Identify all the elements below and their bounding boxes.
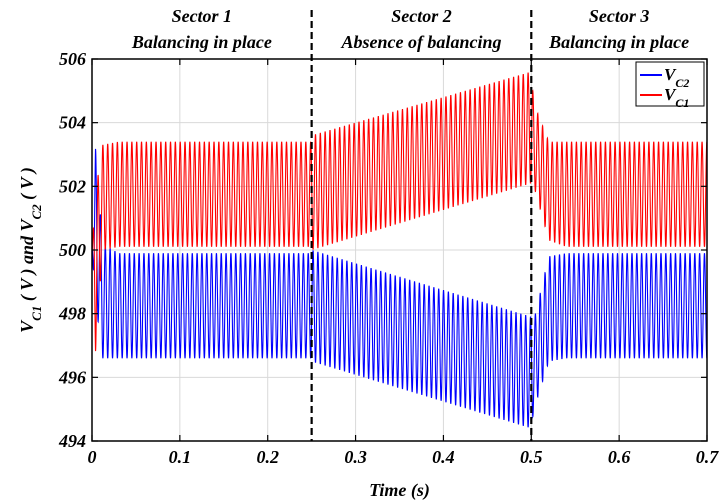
y-axis-title-subscript: C2	[29, 204, 44, 220]
y-axis-title-part: ( V ) and V	[17, 217, 38, 305]
ticks: 0 0.1 0.2 0.3 0.4 0.5 0.6 0.7 494 496 498 500 502 504…	[58, 49, 719, 467]
x-tick-label: 0.7	[696, 447, 720, 467]
y-tick-label: 506	[59, 49, 86, 69]
sector-subtitle: Absence of balancing	[340, 32, 501, 52]
x-tick-label: 0.1	[169, 447, 192, 467]
sector-title: Sector 2	[391, 6, 452, 26]
sector-title: Sector 1	[172, 6, 233, 26]
sector-labels: Sector 1 Balancing in place Sector 2 Absenc…	[131, 6, 689, 52]
x-tick-label: 0.4	[432, 447, 455, 467]
sector-subtitle: Balancing in place	[131, 32, 272, 52]
y-axis-title-subscript: C1	[29, 306, 44, 321]
y-tick-label: 504	[59, 113, 86, 133]
x-axis-title: Time (s)	[369, 480, 430, 500]
series-layer	[92, 72, 707, 428]
legend-box	[635, 61, 705, 107]
legend-label: VC2	[664, 65, 689, 90]
x-tick-label: 0.6	[608, 447, 631, 467]
y-axis-title: VC1 ( V ) and VC2 ( V )	[17, 167, 44, 333]
y-axis-title-part: ( V )	[17, 167, 38, 204]
y-tick-label: 502	[59, 176, 86, 196]
x-tick-label: 0.5	[520, 447, 543, 467]
x-tick-label: 0	[88, 447, 97, 467]
vertical-markers	[310, 10, 533, 441]
y-tick-label: 500	[59, 240, 86, 260]
series-line-c1	[92, 72, 707, 352]
y-tick-label: 494	[58, 431, 86, 451]
legend-label: VC1	[664, 85, 689, 110]
y-axis-title-part: V	[17, 319, 37, 333]
x-tick-label: 0.3	[344, 447, 367, 467]
y-tick-label: 498	[58, 304, 86, 324]
y-tick-label: 496	[58, 367, 86, 387]
sector-title: Sector 3	[589, 6, 650, 26]
sector-subtitle: Balancing in place	[548, 32, 689, 52]
x-tick-label: 0.2	[256, 447, 279, 467]
series-line-c2	[92, 148, 707, 428]
